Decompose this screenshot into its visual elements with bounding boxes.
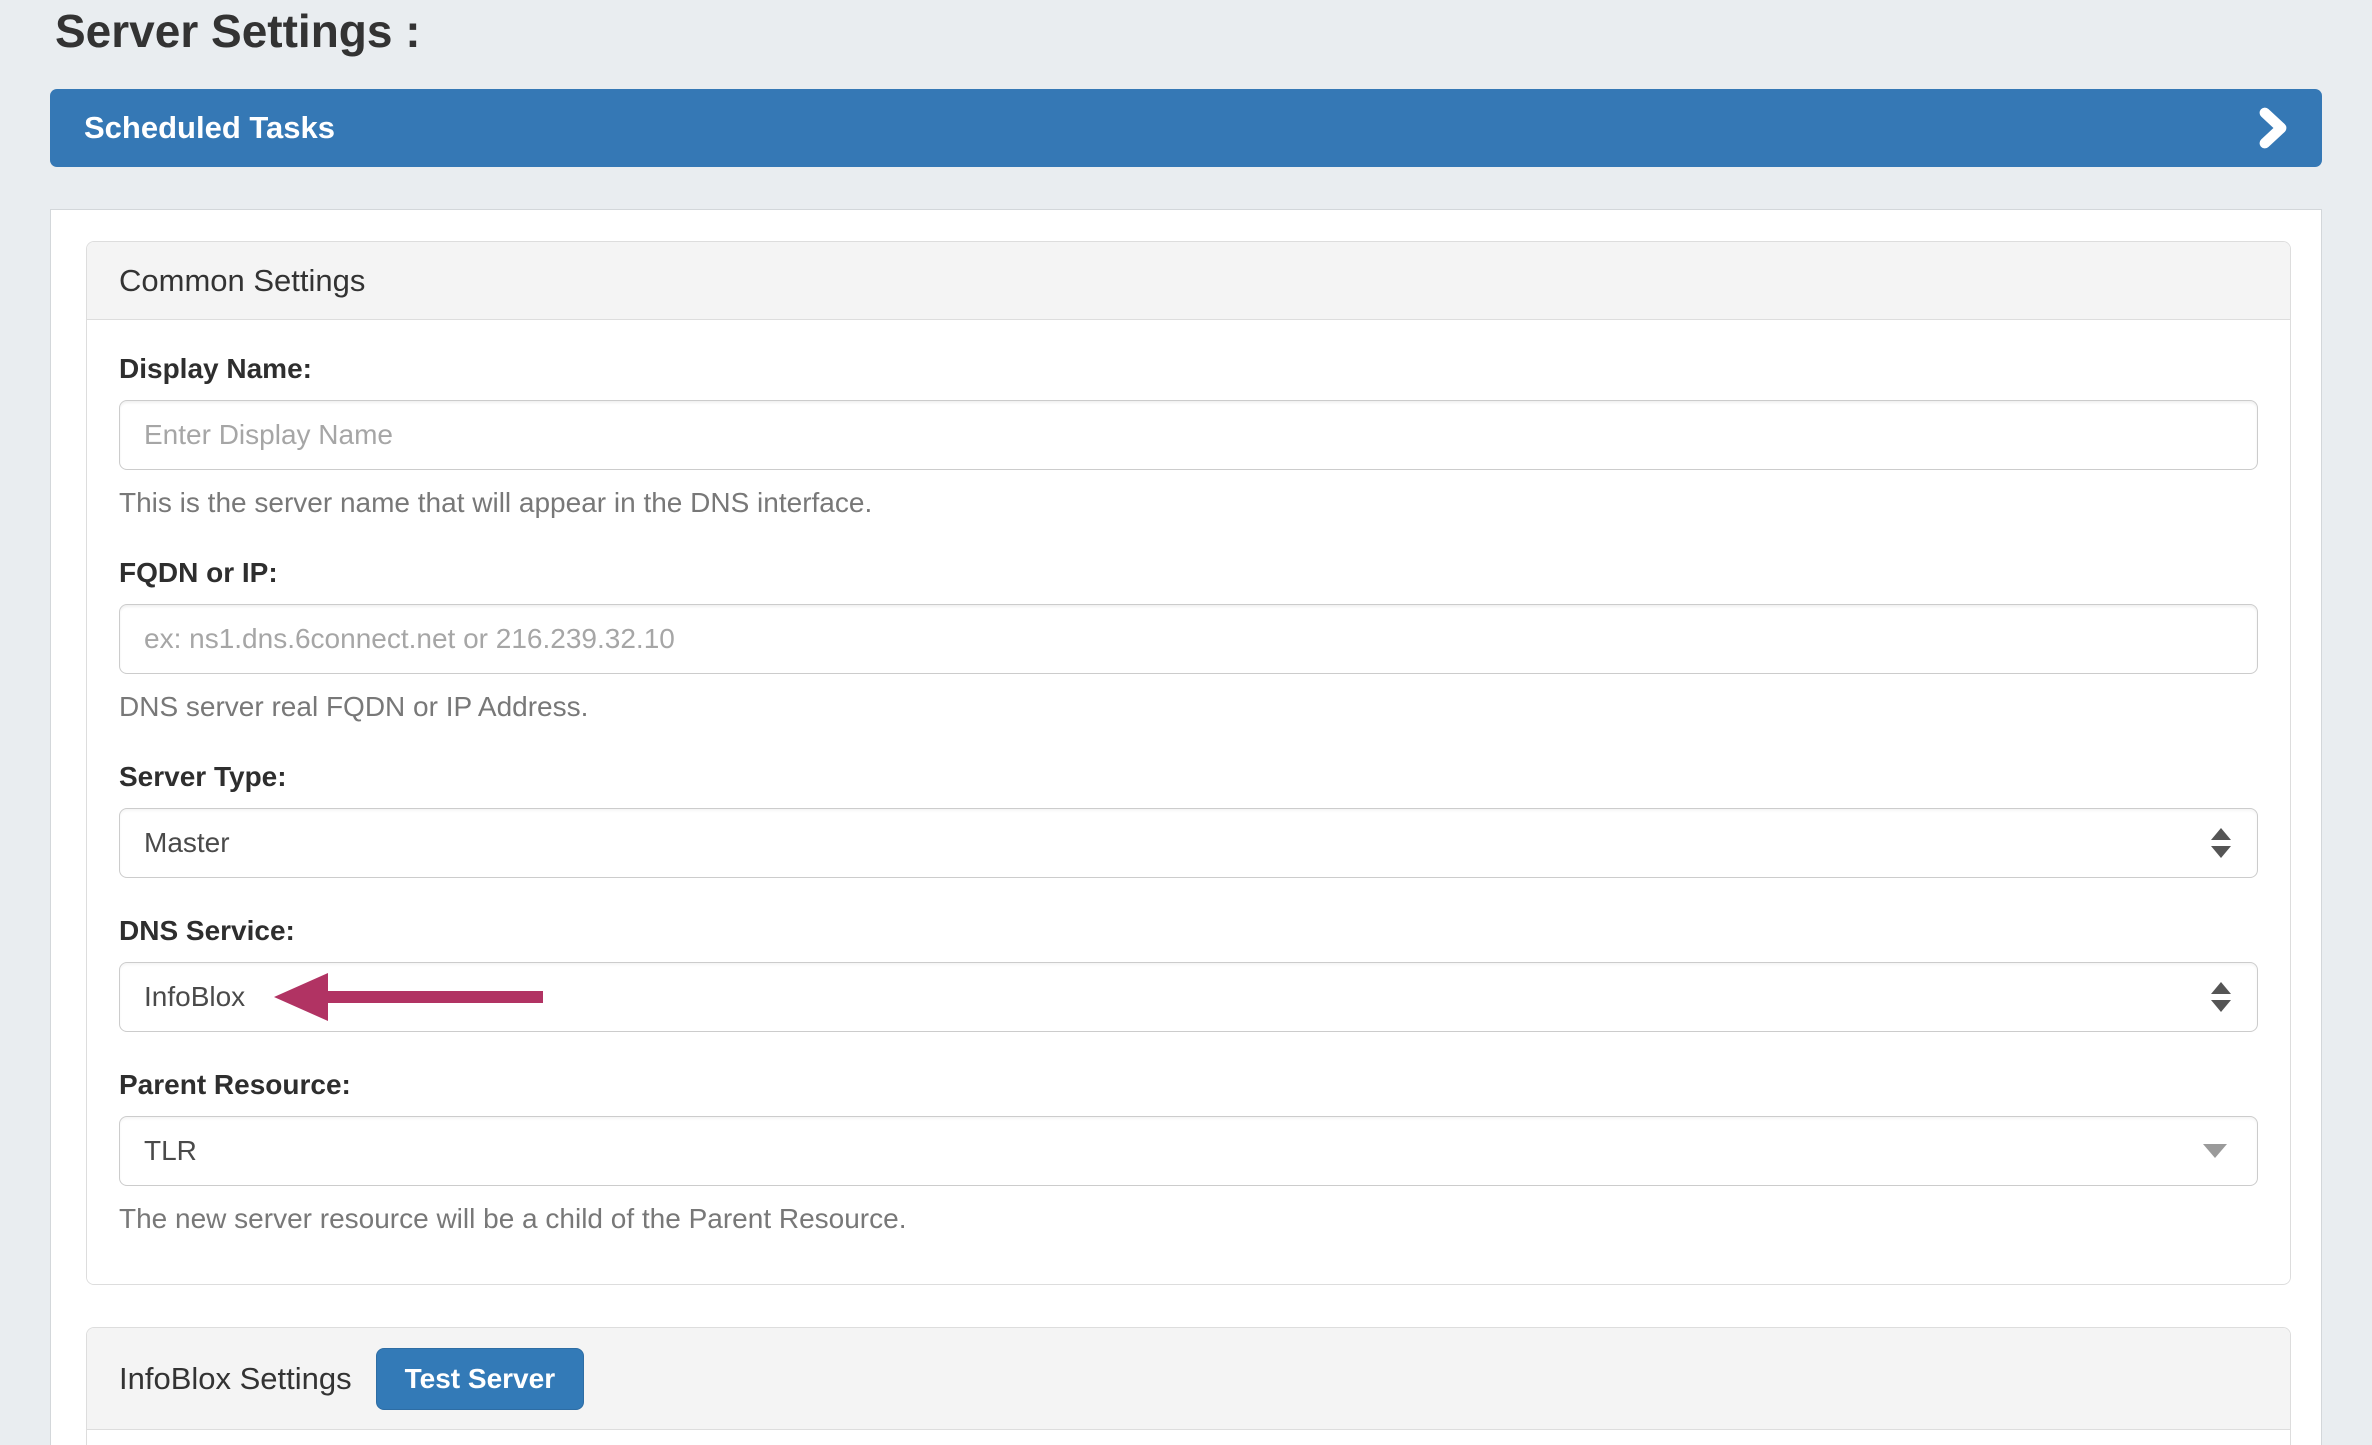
dns-service-group: DNS Service: InfoBlox xyxy=(119,914,2258,1032)
common-settings-body: Display Name: This is the server name th… xyxy=(87,320,2290,1284)
dns-service-select[interactable]: InfoBlox xyxy=(119,962,2258,1032)
infoblox-settings-title: InfoBlox Settings xyxy=(119,1360,352,1396)
dns-service-label: DNS Service: xyxy=(119,915,295,946)
test-server-button[interactable]: Test Server xyxy=(375,1347,585,1410)
select-stepper-icon xyxy=(2211,828,2231,858)
settings-card: Common Settings Display Name: This is th… xyxy=(50,209,2322,1445)
display-name-group: Display Name: This is the server name th… xyxy=(119,352,2258,520)
server-type-label: Server Type: xyxy=(119,761,287,792)
fqdn-group: FQDN or IP: DNS server real FQDN or IP A… xyxy=(119,556,2258,724)
annotation-left-arrow-icon xyxy=(274,973,543,1021)
scheduled-tasks-label: Scheduled Tasks xyxy=(84,110,335,145)
display-name-input[interactable] xyxy=(119,400,2258,470)
parent-resource-value: TLR xyxy=(144,1135,197,1166)
common-settings-panel: Common Settings Display Name: This is th… xyxy=(86,241,2291,1285)
scheduled-tasks-accordion[interactable]: Scheduled Tasks xyxy=(50,89,2322,167)
parent-resource-label: Parent Resource: xyxy=(119,1069,351,1100)
parent-resource-group: Parent Resource: TLR The new server reso… xyxy=(119,1068,2258,1236)
server-type-value: Master xyxy=(144,827,230,858)
select-stepper-icon xyxy=(2211,982,2231,1012)
caret-down-icon xyxy=(2203,1144,2227,1158)
fqdn-help: DNS server real FQDN or IP Address. xyxy=(119,691,589,722)
display-name-label: Display Name: xyxy=(119,353,312,384)
dns-service-value: InfoBlox xyxy=(144,981,246,1012)
parent-resource-help: The new server resource will be a child … xyxy=(119,1203,907,1234)
infoblox-settings-heading: InfoBlox Settings Test Server xyxy=(87,1328,2290,1430)
common-settings-heading: Common Settings xyxy=(87,242,2290,320)
common-settings-title: Common Settings xyxy=(119,262,366,298)
display-name-help: This is the server name that will appear… xyxy=(119,487,873,518)
infoblox-settings-body xyxy=(87,1430,2290,1445)
fqdn-input[interactable] xyxy=(119,604,2258,674)
chevron-right-icon xyxy=(2258,107,2288,149)
infoblox-settings-panel: InfoBlox Settings Test Server xyxy=(86,1327,2291,1445)
server-type-select[interactable]: Master xyxy=(119,808,2258,878)
fqdn-label: FQDN or IP: xyxy=(119,557,278,588)
parent-resource-dropdown[interactable]: TLR xyxy=(119,1116,2258,1186)
page-title: Server Settings : xyxy=(55,5,421,57)
server-type-group: Server Type: Master xyxy=(119,760,2258,878)
